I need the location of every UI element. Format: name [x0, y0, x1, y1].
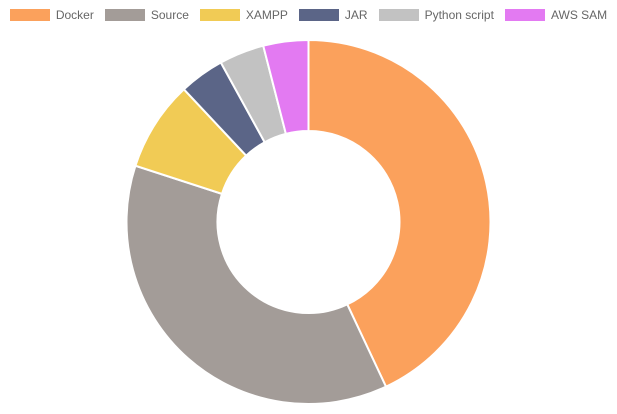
legend-label: Source: [150, 8, 189, 22]
legend-item[interactable]: Docker: [9, 8, 94, 22]
donut-slice-source[interactable]: [125, 164, 388, 405]
donut-slice-docker[interactable]: [307, 38, 492, 389]
legend-item[interactable]: Python script: [378, 8, 494, 22]
legend-item[interactable]: JAR: [298, 8, 368, 22]
legend-swatch: [104, 9, 145, 21]
legend-swatch: [199, 9, 240, 21]
legend-swatch: [378, 9, 419, 21]
legend-item[interactable]: AWS SAM: [504, 8, 608, 22]
legend-item[interactable]: Source: [104, 8, 189, 22]
donut-slice-aws-sam[interactable]: [262, 38, 310, 136]
legend-swatch: [504, 9, 545, 21]
legend-label: XAMPP: [245, 8, 288, 22]
chart-legend: Docker Source XAMPP JAR Python script AWS SAM: [0, 0, 617, 30]
legend-label: Python script: [424, 8, 494, 22]
legend-swatch: [9, 9, 50, 21]
legend-label: JAR: [344, 8, 368, 22]
legend-label: Docker: [55, 8, 94, 22]
legend-swatch: [298, 9, 339, 21]
legend-label: AWS SAM: [550, 8, 608, 22]
legend-item[interactable]: XAMPP: [199, 8, 288, 22]
